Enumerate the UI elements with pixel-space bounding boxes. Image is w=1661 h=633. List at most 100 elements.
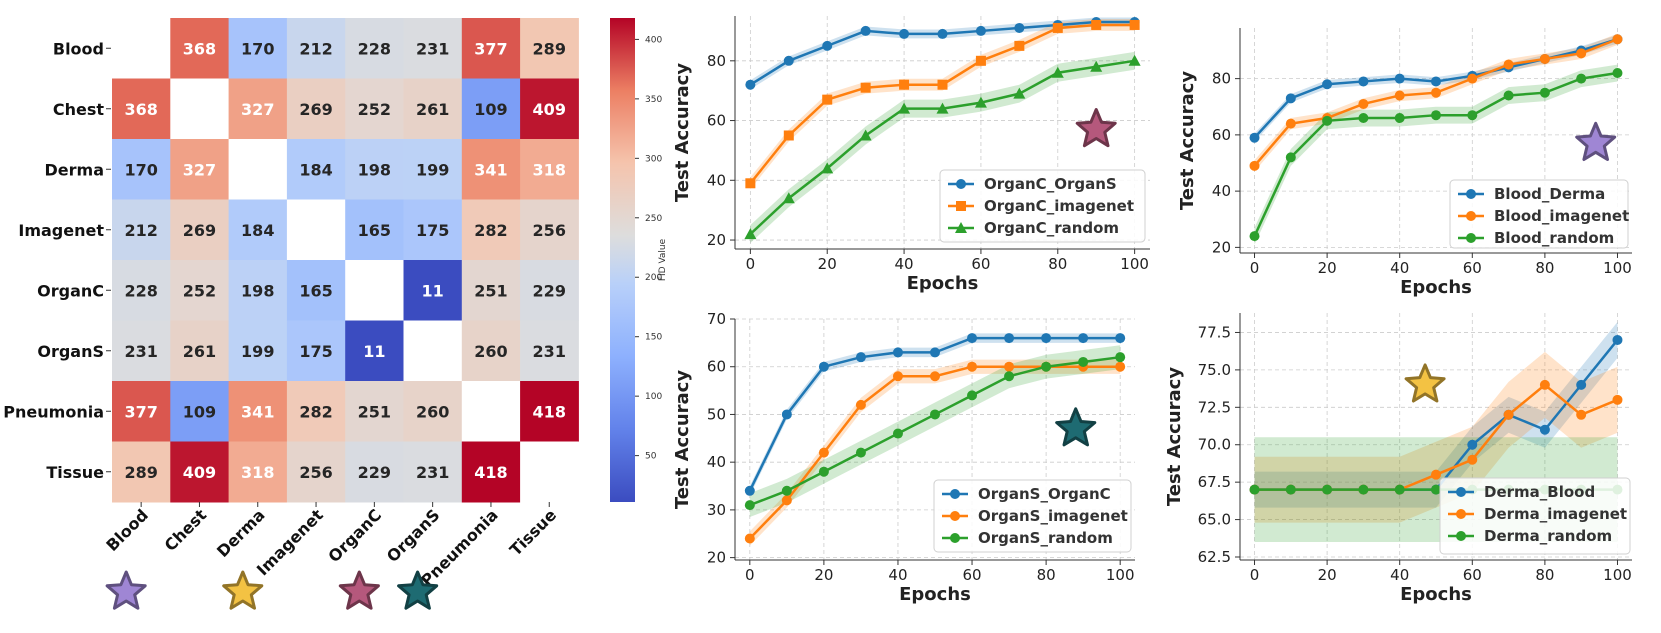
heatmap-col-label: Chest	[161, 505, 211, 555]
data-point	[1249, 160, 1260, 171]
x-tick-label: 60	[1463, 259, 1482, 277]
data-point	[1612, 34, 1623, 45]
heatmap-row-label: Imagenet	[18, 221, 104, 240]
data-point	[1051, 66, 1064, 78]
confidence-band	[750, 17, 1135, 90]
legend-label: Derma_imagenet	[1484, 505, 1627, 523]
data-point	[822, 94, 833, 105]
data-point	[967, 361, 978, 372]
data-point	[1358, 76, 1369, 87]
heatmap-cell	[403, 18, 463, 79]
data-point	[818, 447, 829, 458]
x-tick-label: 100	[1603, 259, 1632, 277]
legend-box	[939, 169, 1146, 243]
data-point	[781, 495, 792, 506]
heatmap-cell-value: 251	[358, 402, 391, 421]
heatmap-cell-empty	[170, 78, 230, 140]
y-tick-label: 20	[707, 231, 726, 249]
legend-marker	[955, 222, 967, 233]
data-point	[1539, 379, 1550, 390]
heatmap-cell-value: 199	[241, 342, 274, 361]
confidence-band	[1254, 351, 1618, 523]
star-marker-blood	[105, 570, 147, 610]
colorbar-tick-label: 400	[645, 35, 662, 45]
heatmap-cell-value: 165	[299, 281, 332, 300]
x-tick-label: 40	[888, 566, 907, 584]
heatmap-cell	[112, 139, 171, 200]
heatmap-col-label: OrganS	[383, 505, 444, 566]
heatmap-cell	[345, 78, 404, 140]
heatmap-cell-value: 198	[358, 160, 391, 179]
colorbar-tick-label: 150	[645, 333, 662, 343]
data-point	[1358, 98, 1369, 109]
confidence-band	[749, 345, 1121, 518]
colorbar-label: FID Value	[658, 238, 668, 281]
heatmap-cell-value: 175	[416, 221, 449, 240]
legend-label: OrganS_OrganC	[978, 485, 1111, 503]
data-point	[1358, 484, 1369, 495]
legend-label: OrganC_imagenet	[984, 197, 1134, 215]
x-tick-label: 80	[1535, 259, 1554, 277]
data-point	[1394, 90, 1405, 101]
heatmap-cell-value: 260	[416, 402, 449, 421]
heatmap-cell	[345, 199, 404, 261]
data-point	[1394, 73, 1405, 84]
data-point	[1358, 113, 1369, 123]
heatmap-cell-value: 409	[533, 100, 566, 119]
legend-marker	[950, 511, 960, 521]
data-point	[1090, 60, 1103, 72]
data-point	[1467, 110, 1478, 121]
x-tick-label: 0	[1250, 259, 1260, 277]
heatmap-col-label: OrganC	[324, 505, 385, 566]
heatmap-cell-value: 11	[363, 342, 385, 361]
heatmap-cell-value: 198	[241, 281, 274, 300]
data-point	[1078, 356, 1089, 367]
y-tick-label: 20	[707, 549, 726, 567]
heatmap-row-label: Chest	[53, 100, 105, 119]
y-tick-label: 67.5	[1198, 473, 1231, 491]
data-point	[1431, 87, 1441, 98]
heatmap-cell	[286, 260, 346, 321]
heatmap-cell	[228, 381, 288, 442]
legend-marker	[1466, 233, 1476, 243]
y-tick-label: 65.0	[1198, 511, 1231, 529]
x-tick-label: 80	[1048, 255, 1067, 273]
heatmap-cell	[228, 18, 288, 79]
legend-label: Derma_Blood	[1484, 483, 1595, 501]
legend-marker	[950, 489, 960, 499]
heatmap-cell-value: 261	[416, 100, 449, 119]
legend-box	[1449, 179, 1629, 249]
data-point	[1576, 48, 1587, 59]
heatmap-cell	[520, 139, 579, 200]
heatmap-cell	[170, 381, 230, 442]
heatmap-cell-value: 269	[183, 221, 216, 240]
data-point	[744, 500, 755, 511]
data-point	[975, 55, 986, 66]
data-point	[1576, 73, 1587, 84]
heatmap-cell	[520, 260, 579, 321]
heatmap-cell	[112, 260, 171, 321]
heatmap-cell	[345, 320, 404, 382]
y-tick-label: 20	[1212, 238, 1231, 256]
data-point	[1503, 90, 1514, 101]
legend-label: Blood_imagenet	[1494, 207, 1629, 225]
heatmap-cell-value: 212	[124, 221, 157, 240]
x-axis-label: Epochs	[1400, 277, 1472, 298]
heatmap-cell-value: 11	[422, 281, 444, 300]
heatmap-cell-value: 377	[124, 402, 157, 421]
heatmap-cell-value: 228	[358, 39, 391, 58]
heatmap-cell	[461, 260, 521, 321]
data-point	[783, 55, 794, 66]
heatmap-cell-value: 318	[241, 463, 274, 482]
data-point	[937, 28, 948, 39]
heatmap-cell-empty	[403, 320, 463, 382]
star-marker-organs	[397, 570, 439, 610]
legend-box	[933, 479, 1132, 553]
data-point	[1041, 361, 1052, 372]
y-tick-label: 60	[707, 358, 726, 376]
heatmap-cell-value: 184	[299, 160, 332, 179]
legend-label: Derma_random	[1484, 527, 1612, 545]
heatmap-cell-value: 165	[358, 221, 391, 240]
y-axis-label: Test Accuracy	[672, 63, 693, 202]
organc-accuracy-chart: 0 20 40 60 80 100 20 40 60 80 Epochs Test Accuracy O…	[672, 16, 1150, 294]
